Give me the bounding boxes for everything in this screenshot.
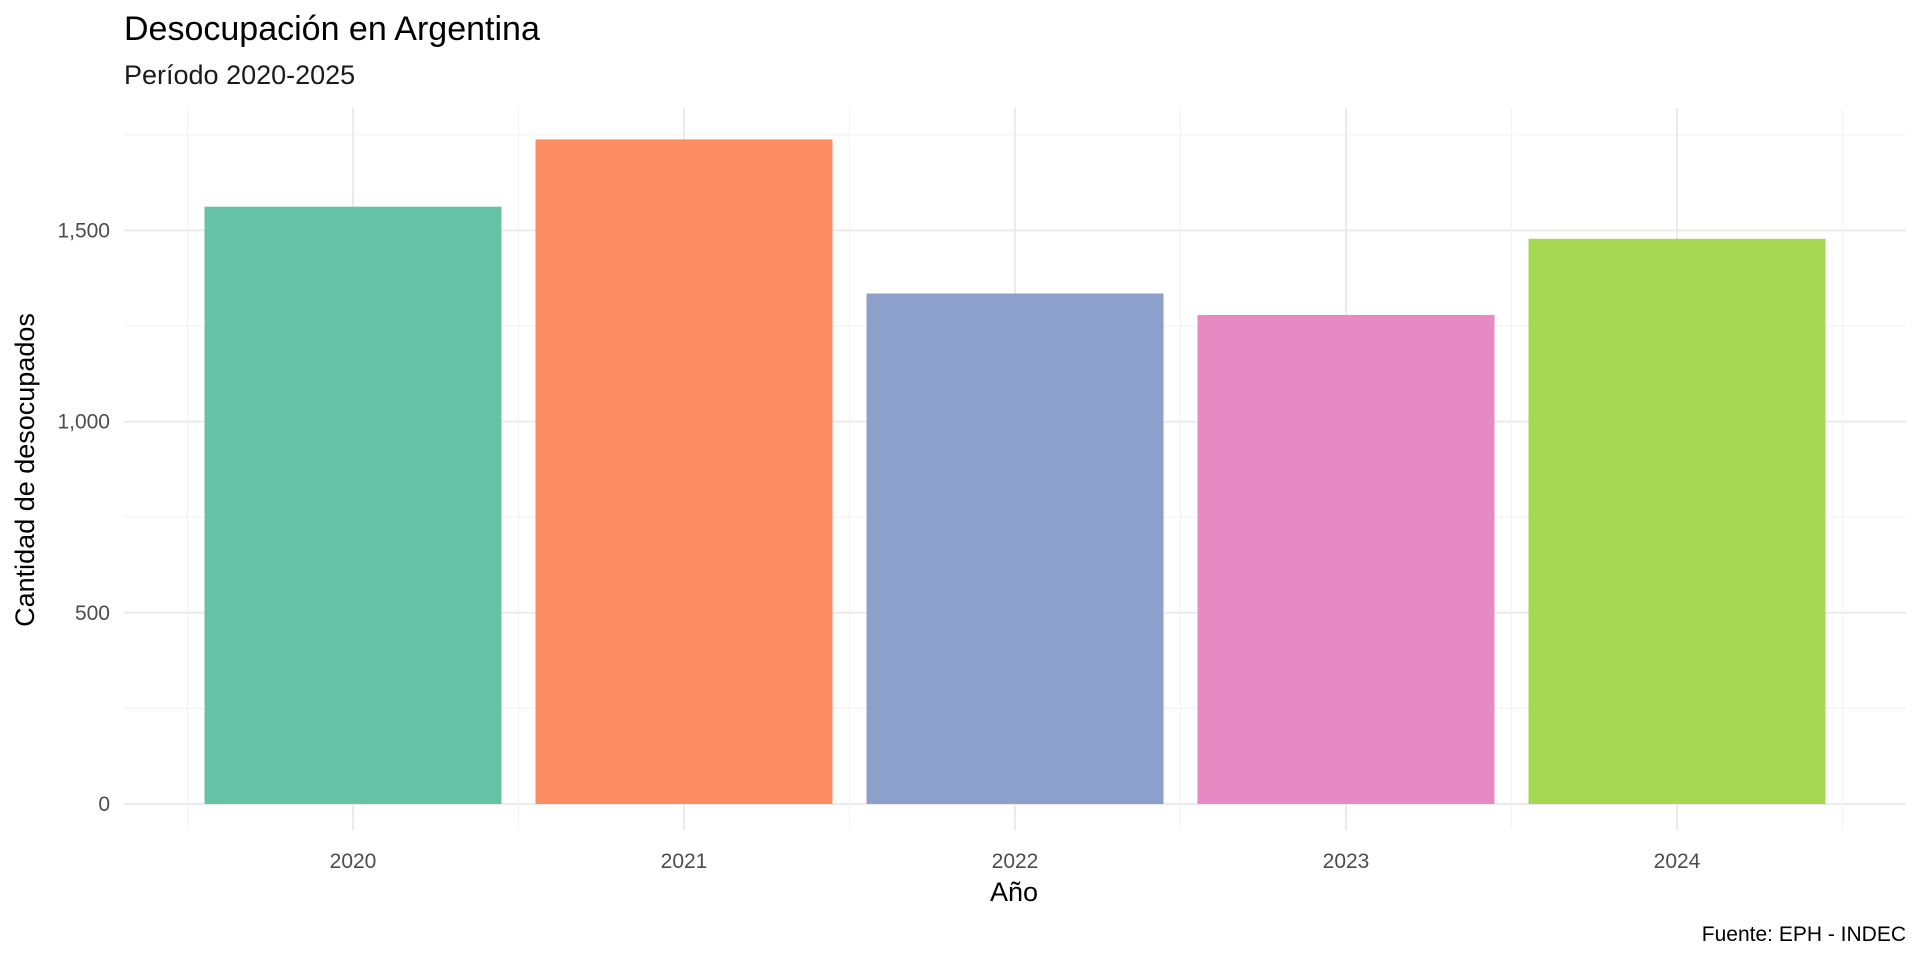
x-tick-label: 2020 bbox=[330, 850, 377, 873]
y-tick-label: 1,000 bbox=[57, 411, 110, 434]
bar-2024 bbox=[1528, 238, 1826, 804]
x-tick-label: 2022 bbox=[992, 850, 1039, 873]
y-axis-ticks: 0 500 1,000 1,500 bbox=[57, 219, 110, 816]
x-axis-ticks: 2020 2021 2022 2023 2024 bbox=[330, 850, 1701, 873]
x-tick-label: 2024 bbox=[1654, 850, 1701, 873]
y-tick-label: 1,500 bbox=[57, 219, 110, 242]
bar-2023 bbox=[1197, 314, 1495, 804]
y-tick-label: 500 bbox=[75, 602, 110, 625]
bar-2022 bbox=[866, 293, 1164, 804]
x-tick-label: 2023 bbox=[1323, 850, 1370, 873]
chart-subtitle: Período 2020-2025 bbox=[124, 60, 355, 90]
bar-2021 bbox=[535, 139, 833, 804]
chart-caption: Fuente: EPH - INDEC bbox=[1702, 923, 1906, 946]
bar-2020 bbox=[204, 206, 502, 805]
bars bbox=[204, 139, 1826, 805]
y-tick-label: 0 bbox=[98, 793, 110, 816]
x-axis-title: Año bbox=[990, 877, 1038, 907]
x-tick-label: 2021 bbox=[661, 850, 708, 873]
chart-title: Desocupación en Argentina bbox=[124, 10, 540, 48]
y-axis-title: Cantidad de desocupados bbox=[10, 313, 40, 627]
